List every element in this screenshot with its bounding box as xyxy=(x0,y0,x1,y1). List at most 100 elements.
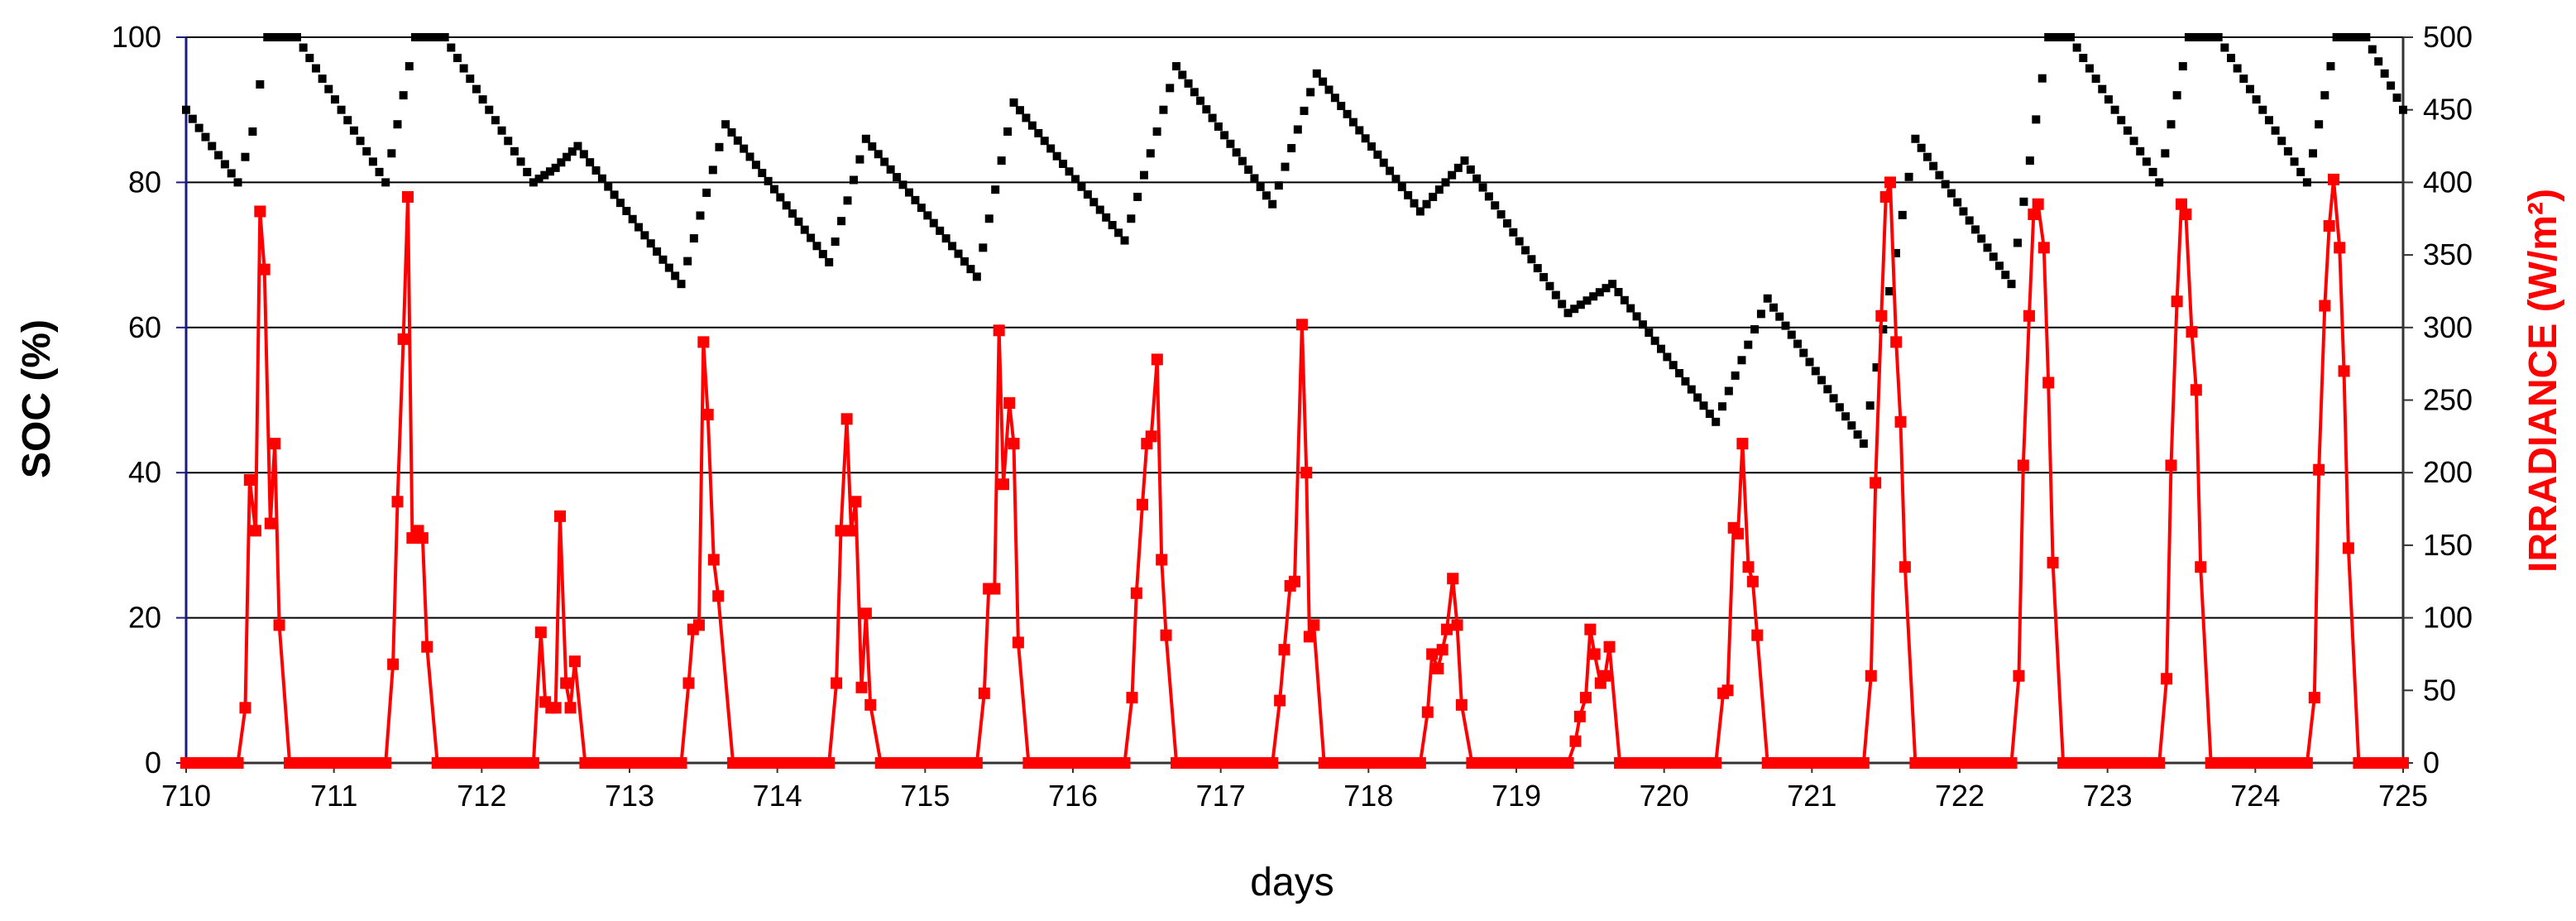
irradiance-point xyxy=(840,413,853,425)
soc-point xyxy=(1885,286,1894,295)
soc-point xyxy=(1865,401,1875,410)
soc-point xyxy=(1558,300,1567,309)
soc-point xyxy=(1775,312,1784,321)
irradiance-point xyxy=(527,757,539,769)
soc-point xyxy=(2049,33,2058,41)
x-tick-label: 720 xyxy=(1640,779,1689,813)
irradiance-point xyxy=(564,702,577,714)
soc-point xyxy=(337,105,346,114)
irradiance-point xyxy=(835,525,847,537)
soc-point xyxy=(2091,74,2100,84)
irradiance-point xyxy=(1447,573,1459,585)
soc-point xyxy=(529,178,538,187)
soc-point xyxy=(263,33,272,41)
soc-point xyxy=(2184,33,2193,41)
soc-point xyxy=(1052,151,1061,161)
soc-point xyxy=(491,116,500,125)
soc-point xyxy=(715,142,724,151)
soc-point xyxy=(1551,290,1560,300)
soc-point xyxy=(1563,309,1573,318)
irradiance-point xyxy=(831,677,843,689)
irradiance-point xyxy=(554,510,567,522)
irradiance-point xyxy=(264,517,276,530)
soc-point xyxy=(733,136,742,145)
irradiance-point xyxy=(2186,326,2198,338)
soc-point xyxy=(1823,385,1832,394)
irradiance-point xyxy=(1303,631,1315,643)
x-axis-label: days xyxy=(1250,861,1333,904)
irradiance-point xyxy=(1126,692,1138,704)
data-series xyxy=(180,33,2409,769)
soc-point xyxy=(1250,174,1259,183)
soc-point xyxy=(2079,54,2088,63)
irradiance-point xyxy=(243,473,256,486)
soc-point xyxy=(764,176,773,185)
soc-point xyxy=(2220,43,2229,52)
irradiance-point xyxy=(1151,353,1163,366)
irradiance-point xyxy=(568,655,581,668)
soc-point xyxy=(551,163,560,172)
soc-point xyxy=(1355,126,1364,135)
irradiance-point xyxy=(2032,198,2044,210)
soc-point xyxy=(2350,33,2359,41)
soc-point xyxy=(2338,33,2347,41)
soc-point xyxy=(677,280,686,289)
irradiance-point xyxy=(1266,757,1279,769)
soc-point xyxy=(2264,116,2273,125)
soc-point xyxy=(997,156,1006,165)
x-tick-label: 724 xyxy=(2230,779,2280,813)
soc-point xyxy=(1669,361,1678,370)
soc-point xyxy=(1527,255,1536,264)
irradiance-point xyxy=(1432,662,1444,674)
irradiance-point xyxy=(2328,173,2340,185)
irradiance-point xyxy=(1890,336,1903,348)
irradiance-point xyxy=(239,702,251,714)
soc-point xyxy=(1977,234,1986,243)
soc-point xyxy=(563,152,572,161)
soc-point xyxy=(1675,368,1684,377)
soc-point xyxy=(452,54,462,63)
soc-point xyxy=(1879,324,1888,333)
soc-point xyxy=(653,247,662,256)
irradiance-point xyxy=(2165,459,2177,472)
soc-point xyxy=(1787,330,1796,339)
irradiance-point xyxy=(2190,384,2202,396)
soc-point xyxy=(1348,118,1357,127)
soc-point xyxy=(497,126,506,135)
soc-point xyxy=(597,174,606,183)
irradiance-point xyxy=(232,757,244,769)
soc-point xyxy=(960,257,969,266)
soc-point xyxy=(671,271,680,281)
soc-point xyxy=(1441,178,1450,187)
soc-point xyxy=(1570,305,1579,314)
irradiance-point xyxy=(2301,757,2313,769)
irradiance-point xyxy=(273,619,285,631)
soc-point xyxy=(182,105,190,114)
irradiance-point xyxy=(2005,757,2018,769)
soc-point xyxy=(1712,417,1721,426)
soc-point xyxy=(1750,324,1760,333)
soc-point xyxy=(849,175,858,185)
soc-point xyxy=(1373,150,1382,159)
irradiance-point xyxy=(1012,636,1024,649)
soc-point xyxy=(241,152,250,161)
x-tick-label: 722 xyxy=(1935,779,1985,813)
soc-point xyxy=(1718,402,1727,411)
soc-point xyxy=(410,33,419,41)
soc-point xyxy=(2019,197,2028,206)
soc-point xyxy=(2368,45,2377,54)
soc-point xyxy=(2315,120,2324,129)
soc-point xyxy=(1829,394,1838,403)
soc-point xyxy=(1434,185,1444,194)
soc-point xyxy=(1196,96,1205,105)
irradiance-point xyxy=(989,583,1001,595)
soc-point xyxy=(362,146,371,156)
soc-point xyxy=(1737,356,1746,365)
soc-point xyxy=(280,33,290,41)
soc-point xyxy=(1841,412,1851,421)
soc-point xyxy=(2362,33,2371,41)
soc-point xyxy=(1232,148,1241,157)
soc-point xyxy=(1853,430,1862,439)
soc-point xyxy=(1859,439,1868,449)
